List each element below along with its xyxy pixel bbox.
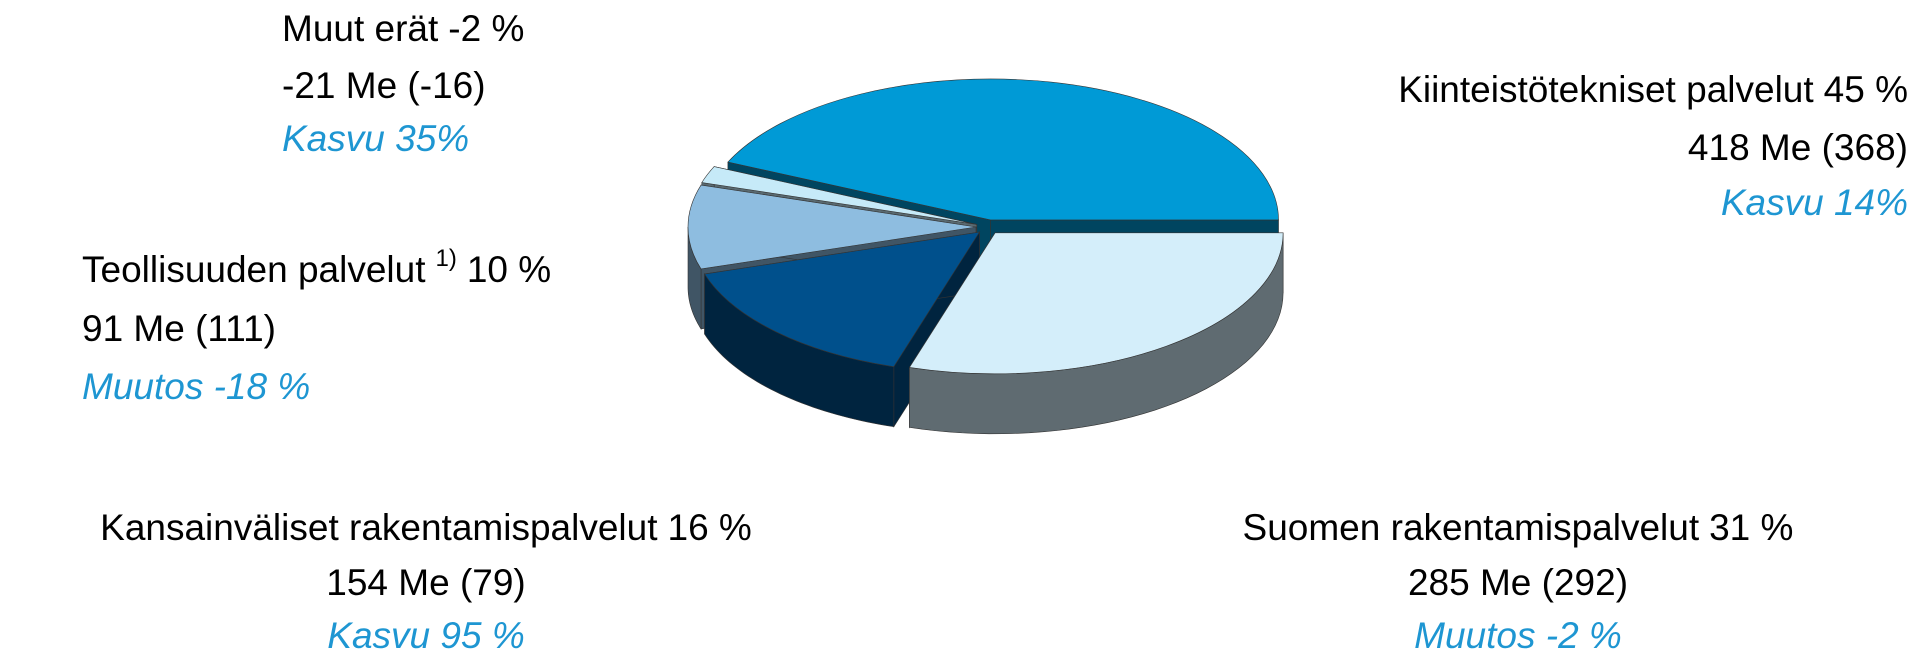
category-name: Kansainväliset rakentamispalvelut (100, 507, 658, 548)
amount-label: 91 Me (111) (82, 308, 276, 349)
category-name: Muut erät (282, 8, 439, 49)
change-label: Kasvu 95 % (327, 615, 524, 656)
slice-label: Suomen rakentamispalvelut 31 % (1243, 507, 1794, 548)
change-label: Kasvu 35% (282, 118, 469, 159)
slice (704, 231, 981, 368)
value-label: 16 % (668, 507, 752, 548)
slice (727, 78, 1279, 221)
slice (701, 166, 977, 225)
category-name: Suomen rakentamispalvelut (1243, 507, 1700, 548)
footnote-mark: 1) (436, 245, 457, 272)
amount-label: 418 Me (368) (1688, 127, 1908, 168)
change-label: Kasvu 14% (1721, 182, 1908, 223)
value-label: 45 % (1824, 69, 1908, 110)
value-label: -2 % (448, 8, 524, 49)
slice (908, 232, 1284, 375)
value-label: 31 % (1709, 507, 1793, 548)
slice-label: Kiinteistötekniset palvelut 45 % (1398, 69, 1908, 110)
change-label: Muutos -18 % (82, 366, 310, 407)
category-name: Kiinteistötekniset palvelut (1398, 69, 1814, 110)
slice-label: Kansainväliset rakentamispalvelut 16 % (100, 507, 752, 548)
amount-label: 154 Me (79) (326, 562, 526, 603)
amount-label: -21 Me (-16) (282, 65, 486, 106)
category-name: Teollisuuden palvelut (82, 249, 426, 290)
slice-label: Muut erät -2 % (282, 8, 524, 49)
slice-group (908, 231, 1284, 435)
value-label: 10 % (467, 249, 551, 290)
change-label: Muutos -2 % (1414, 615, 1622, 656)
slice (687, 184, 977, 270)
slice-label: Teollisuuden palvelut 1) 10 % (82, 245, 551, 289)
amount-label: 285 Me (292) (1408, 562, 1628, 603)
